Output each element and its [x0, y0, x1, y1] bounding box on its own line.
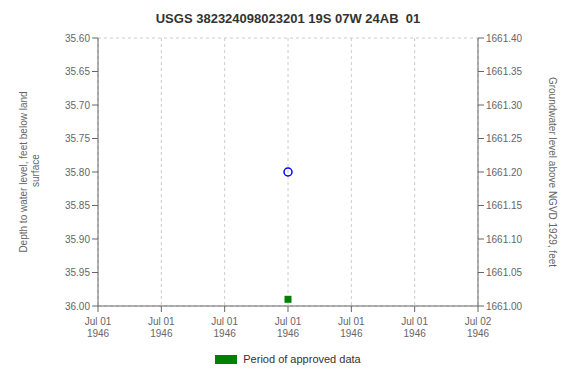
- svg-text:Jul 011946: Jul 011946: [211, 316, 238, 339]
- svg-text:1661.10: 1661.10: [486, 234, 523, 245]
- svg-text:1661.15: 1661.15: [486, 200, 523, 211]
- svg-text:35.95: 35.95: [65, 267, 90, 278]
- svg-text:Jul 011946: Jul 011946: [148, 316, 175, 339]
- html-text:USGS 382324098023201 19S 07W 2: USGS 382324098023201 19S 07W 24AB 01: [155, 11, 421, 26]
- svg-text:35.85: 35.85: [65, 200, 90, 211]
- svg-text:1661.25: 1661.25: [486, 133, 523, 144]
- svg-text:1661.00: 1661.00: [486, 301, 523, 312]
- svg-text:Jul 011946: Jul 011946: [275, 316, 302, 339]
- html-text:Period of approved data: Period of approved data: [243, 353, 361, 365]
- svg-text:Jul 011946: Jul 011946: [338, 316, 365, 339]
- svg-text:1661.05: 1661.05: [486, 267, 523, 278]
- svg-text:35.90: 35.90: [65, 234, 90, 245]
- svg-text:1661.40: 1661.40: [486, 33, 523, 44]
- svg-text:Jul 021946: Jul 021946: [465, 316, 492, 339]
- svg-text:1661.20: 1661.20: [486, 167, 523, 178]
- svg-text:35.75: 35.75: [65, 133, 90, 144]
- svg-text:1661.30: 1661.30: [486, 100, 523, 111]
- svg-text:Depth to water level, feet bel: Depth to water level, feet below land su…: [18, 91, 41, 252]
- svg-text:35.60: 35.60: [65, 33, 90, 44]
- svg-text:36.00: 36.00: [65, 301, 90, 312]
- svg-text:1661.35: 1661.35: [486, 66, 523, 77]
- svg-text:Groundwater level above NGVD 1: Groundwater level above NGVD 1929, feet: [547, 77, 558, 267]
- svg-text:35.80: 35.80: [65, 167, 90, 178]
- svg-text:35.65: 35.65: [65, 66, 90, 77]
- svg-text:Jul 011946: Jul 011946: [401, 316, 428, 339]
- svg-text:35.70: 35.70: [65, 100, 90, 111]
- svg-text:Jul 011946: Jul 011946: [85, 316, 112, 339]
